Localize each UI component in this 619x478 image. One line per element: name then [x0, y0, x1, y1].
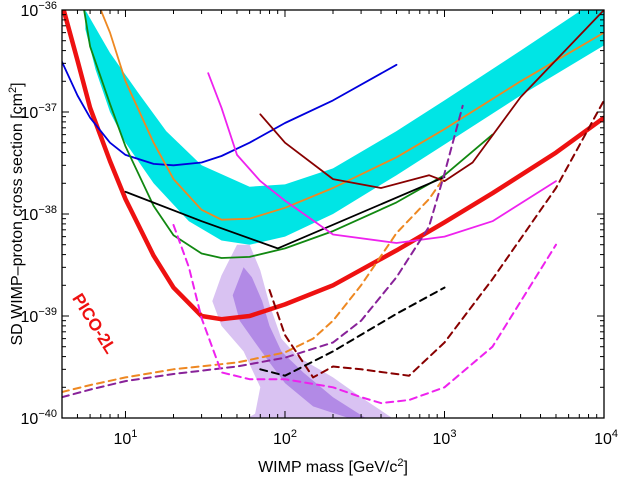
- series-dark-red: [259, 10, 604, 189]
- x-tick-label: 101: [114, 428, 138, 448]
- y-tick-label: 10−38: [21, 204, 57, 224]
- y-tick-label: 10−37: [21, 102, 57, 122]
- series-dashed-orange: [62, 176, 446, 393]
- y-axis-title: SD WIMP–proton cross section [cm2]: [7, 82, 26, 345]
- series-black: [124, 176, 446, 250]
- y-tick-label: 10−36: [21, 0, 57, 20]
- x-tick-label: 102: [273, 428, 297, 448]
- series-dashed-dark-red: [268, 99, 604, 379]
- series-blue: [62, 61, 398, 167]
- series-dashed-black: [259, 286, 446, 377]
- band-purple-region-outer: [212, 244, 393, 418]
- series-dashed-purple: [62, 104, 464, 399]
- y-tick-label: 10−39: [21, 306, 57, 326]
- series-dashed-magenta: [172, 224, 557, 405]
- series-pico-2l: [62, 10, 604, 322]
- x-tick-label: 103: [433, 428, 457, 448]
- band-purple-region-inner: [232, 267, 366, 418]
- band-cyan-band: [85, 10, 604, 245]
- series-green: [83, 10, 494, 259]
- series-orange: [99, 10, 604, 221]
- y-tick-label: 10−40: [21, 408, 57, 428]
- series-magenta: [207, 72, 557, 244]
- x-tick-label: 104: [594, 428, 618, 448]
- annotation-pico-2l: PICO-2L: [68, 290, 120, 357]
- x-axis-title: WIMP mass [GeV/c2]: [258, 457, 408, 476]
